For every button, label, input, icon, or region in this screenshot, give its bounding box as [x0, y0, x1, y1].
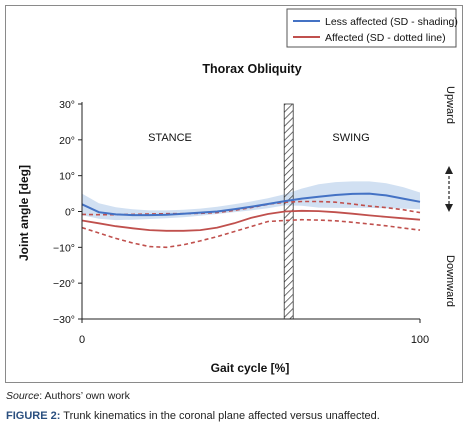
caption-figure-label: FIGURE 2:	[6, 410, 61, 422]
series-line-affected	[81, 209, 421, 232]
chart-title: Thorax Obliquity	[202, 62, 301, 76]
y-axis-label: Joint angle [deg]	[17, 165, 31, 261]
sd-band-layer	[82, 181, 420, 221]
x-tick-label: 100	[411, 334, 429, 346]
legend-box	[286, 8, 457, 48]
y-tick-label: 30°	[59, 99, 75, 111]
phase-label-swing: SWING	[332, 132, 369, 144]
figure-frame	[5, 5, 463, 383]
y-tick-label: 10°	[59, 171, 75, 183]
x-tick-label: 0	[79, 334, 85, 346]
phase-label-stance: STANCE	[148, 132, 192, 144]
caption-figure: FIGURE 2: Trunk kinematics in the corona…	[6, 410, 380, 422]
direction-label-downward: Downward	[444, 255, 456, 307]
y-tick-label: 0°	[65, 207, 75, 219]
sd-line-affected-lower	[81, 218, 421, 249]
series-line-layer	[81, 192, 421, 249]
y-tick-label: −10°	[53, 242, 75, 254]
y-tick-label: −20°	[53, 278, 75, 290]
series-line-less-affected	[81, 192, 421, 217]
caption-figure-text: Trunk kinematics in the coronal plane af…	[60, 410, 380, 422]
axes: 30° 20° 10° 0° −10° −20° −30° 0 100	[53, 99, 429, 346]
caption-source: Source: Authors’ own work	[6, 390, 130, 402]
thorax-obliquity-chart: Less affected (SD - shading) Affected (S…	[17, 8, 458, 375]
legend-label-less-affected: Less affected (SD - shading)	[325, 16, 458, 28]
direction-double-arrow	[445, 166, 453, 212]
caption-source-label: Source	[6, 390, 40, 402]
legend: Less affected (SD - shading) Affected (S…	[286, 8, 458, 48]
sd-band-less-affected	[82, 181, 420, 221]
caption-source-text: : Authors’ own work	[39, 390, 130, 402]
direction-label-upward: Upward	[444, 86, 456, 124]
y-tick-label: 20°	[59, 135, 75, 147]
legend-label-affected: Affected (SD - dotted line)	[325, 32, 446, 44]
y-tick-label: −30°	[53, 314, 75, 326]
x-axis-label: Gait cycle [%]	[211, 361, 290, 375]
